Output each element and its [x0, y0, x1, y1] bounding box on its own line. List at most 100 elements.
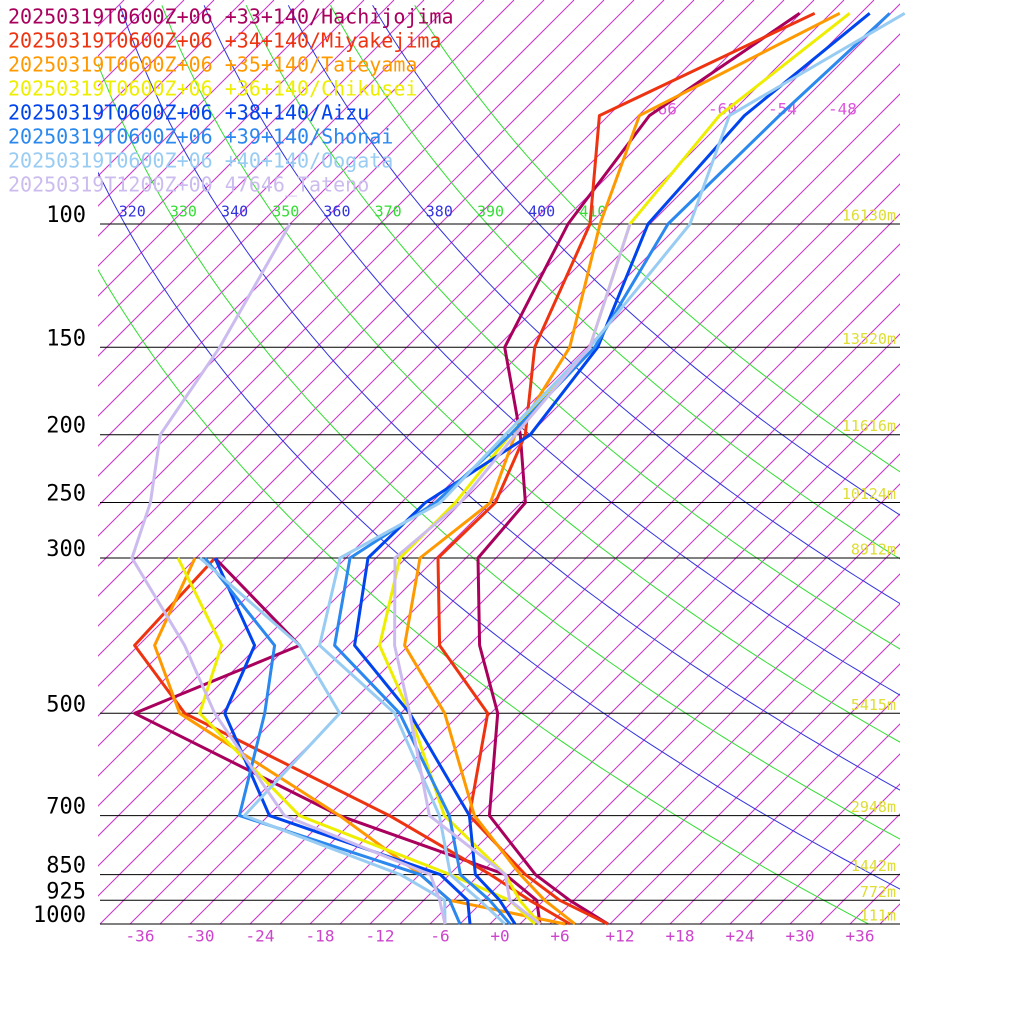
isentrope-label: 400: [528, 203, 555, 221]
height-label: 13520m: [842, 330, 896, 348]
dewpoint-profile: [199, 556, 447, 925]
legend-entry: 20250319T0600Z+06 +34+140/Miyakejima: [8, 29, 441, 53]
isentrope-label: 380: [426, 203, 453, 221]
dewpoint-profile: [130, 223, 447, 925]
isotherm: [98, 0, 545, 447]
isotherm: [98, 0, 395, 297]
isotherm: [459, 483, 900, 924]
dewpoint-profile: [133, 556, 571, 926]
legend-entry: 20250319T0600Z+06 +39+140/Shonai: [8, 125, 393, 149]
isotherm: [98, 0, 575, 477]
isentrope-label: 370: [375, 203, 402, 221]
isentrope-label: 350: [272, 203, 299, 221]
x-tick-label: +12: [606, 927, 635, 946]
isotherm: [0, 0, 4, 924]
foreground: 100 16130m 150 13520m 200 11616m 250 10124m 300 8…: [8, 5, 906, 946]
x-tick-label: -36: [126, 927, 155, 946]
isotherm: [579, 603, 900, 924]
isotherm: [98, 0, 875, 777]
isotherm: [129, 153, 900, 924]
isotherm: [159, 183, 900, 924]
isotherm: [98, 3, 900, 807]
background-grid: 310 320 330 340 350 360 370 380 390 400 410: [0, 0, 900, 924]
isentrope: [330, 5, 900, 560]
height-label: 1442m: [851, 857, 896, 875]
isotherm: [369, 393, 900, 924]
pressure-label: 925: [46, 879, 86, 904]
isotherm: [279, 303, 900, 924]
x-tick-label: +30: [786, 927, 815, 946]
isotherm: [489, 513, 900, 924]
isotherm-label: -60: [708, 100, 737, 119]
isentrope-label: 330: [170, 203, 197, 221]
legend-entry: 20250319T0600Z+06 +36+140/Chikusei: [8, 77, 417, 101]
isotherm: [98, 0, 425, 327]
x-tick-label: +6: [550, 927, 569, 946]
isotherm: [98, 0, 365, 267]
isentrope: [245, 5, 900, 650]
pressure-label: 500: [46, 692, 86, 717]
x-tick-label: -24: [246, 927, 275, 946]
isotherm: [609, 633, 900, 924]
x-tick-label: -12: [366, 927, 395, 946]
legend-entry: 20250319T0600Z+06 +38+140/Aizu: [8, 101, 369, 125]
isotherm: [309, 333, 900, 924]
height-label: 111m: [860, 907, 896, 925]
isentrope: [203, 5, 900, 696]
isotherm: [98, 0, 755, 657]
isotherm: [639, 663, 900, 924]
isotherm: [98, 0, 305, 207]
legend-entry: 20250319T0600Z+06 +40+140/Oogata: [8, 149, 393, 173]
isotherm: [98, 0, 695, 597]
height-label: 5415m: [851, 696, 896, 714]
x-tick-label: +24: [726, 927, 755, 946]
isotherm: [98, 0, 455, 357]
isotherm: [98, 0, 665, 567]
isentrope-label: 360: [323, 203, 350, 221]
isotherm: [98, 0, 725, 627]
isentrope: [98, 268, 870, 924]
isotherm: [98, 0, 845, 747]
temperature-profile: [476, 12, 801, 926]
isotherm: [98, 0, 605, 507]
isentrope-label: 410: [579, 203, 606, 221]
pressure-label: 850: [46, 854, 86, 879]
isotherm: [729, 753, 900, 924]
isentrope: [372, 5, 900, 516]
pressure-label: 250: [46, 482, 86, 507]
pressure-label: 100: [46, 203, 86, 228]
temperature-profile: [436, 11, 816, 926]
isotherm: [519, 543, 900, 924]
height-label: 8912m: [851, 540, 896, 558]
temperature-profile: [403, 11, 841, 926]
isentrope-label: 390: [477, 203, 504, 221]
isotherm: [429, 453, 900, 924]
x-tick-label: -6: [430, 927, 449, 946]
height-label: 2948m: [851, 798, 896, 816]
isentrope: [414, 5, 900, 473]
isotherm: [98, 0, 485, 387]
isotherm: [399, 423, 900, 924]
isentrope: [119, 5, 900, 791]
x-tick-label: +36: [846, 927, 875, 946]
isentrope-label: 320: [119, 203, 146, 221]
isotherm: [849, 873, 900, 924]
temperature-profile: [318, 12, 906, 926]
temperature-profile: [393, 223, 632, 926]
isotherm: [98, 0, 815, 717]
x-tick-label: -18: [306, 927, 335, 946]
isentrope: [98, 171, 900, 890]
isotherm: [549, 573, 900, 924]
isotherm: [879, 903, 900, 924]
isotherm: [98, 0, 335, 237]
isentrope: [98, 62, 900, 840]
pressure-label: 150: [46, 326, 86, 351]
isotherm: [189, 213, 900, 924]
height-label: 772m: [860, 883, 896, 901]
legend-entry: 20250319T0600Z+06 +35+140/Tateyama: [8, 53, 417, 77]
isotherm: [819, 843, 900, 924]
isotherm: [98, 0, 635, 537]
pressure-label: 1000: [33, 903, 86, 928]
x-tick-label: -30: [186, 927, 215, 946]
pressure-label: 700: [46, 795, 86, 820]
